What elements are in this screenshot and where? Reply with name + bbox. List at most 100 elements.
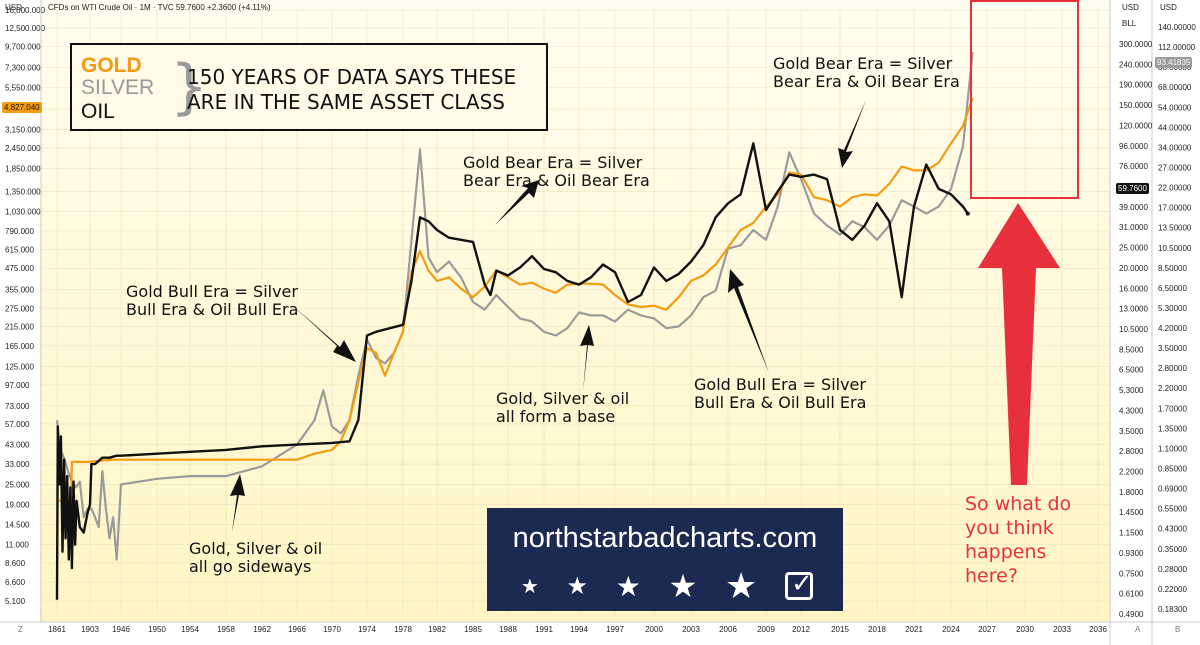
annotation-line: Gold, Silver & oil — [496, 389, 630, 408]
y-mid-tick-label: 8.5000 — [1119, 345, 1144, 354]
y-tick-label: 43.000 — [5, 441, 30, 450]
checkbox-icon: ✓ — [785, 569, 814, 600]
x-tick-label: 1966 — [288, 625, 306, 634]
y-right-tick-label: 27.00000 — [1158, 163, 1192, 172]
y-tick-label: 97.000 — [5, 381, 30, 390]
question-line: you think — [965, 517, 1054, 539]
x-tick-label: 1861 — [48, 625, 66, 634]
x-tick-label: 1970 — [323, 625, 341, 634]
corner-right: B — [1175, 625, 1181, 634]
y-right-tick-label: 3.50000 — [1158, 344, 1187, 353]
x-tick-label: 2030 — [1016, 625, 1034, 634]
y-right-tick-label: 8.50000 — [1158, 264, 1187, 273]
y-mid-tick-label: 2.2000 — [1119, 468, 1144, 477]
annotation-base: Gold, Silver & oil all form a base — [496, 390, 629, 426]
oil-label: OIL — [81, 100, 115, 123]
y-right-tick-label: 1.10000 — [1158, 444, 1187, 453]
y-tick-label: 215.000 — [5, 322, 34, 331]
x-tick-label: 1946 — [112, 625, 130, 634]
annotation-bull-era-1: Gold Bull Era = Silver Bull Era & Oil Bu… — [126, 283, 298, 319]
annotation-arrow-icon — [230, 474, 245, 532]
brace-icon: } — [170, 52, 209, 122]
mid-axis-unit: USD — [1122, 3, 1139, 12]
oil-last-price: 59.7600 — [1116, 183, 1149, 194]
y-right-tick-label: 0.28000 — [1158, 565, 1187, 574]
star-icon: ★ — [668, 568, 698, 604]
header-change: +2.3600 (+4.11%) — [207, 3, 271, 12]
headline: 150 YEARS OF DATA SAYS THESE ARE IN THE … — [187, 65, 516, 115]
annotation-line: Gold Bull Era = Silver — [126, 282, 298, 301]
annotation-arrow-icon — [580, 325, 594, 392]
y-right-tick-label: 2.20000 — [1158, 384, 1187, 393]
silver-last-price: 93.41835 — [1155, 57, 1193, 68]
annotation-line: Gold Bull Era = Silver — [694, 375, 866, 394]
y-tick-label: 57.000 — [5, 420, 30, 429]
star-icon: ★ — [566, 572, 589, 600]
y-tick-label: 355.000 — [5, 286, 34, 295]
y-right-tick-label: 44.00000 — [1158, 123, 1192, 132]
silver-label: SILVER — [81, 76, 155, 99]
x-tick-label: 1950 — [148, 625, 166, 634]
watermark-box: northstarbadcharts.com ★ ★ ★ ★ ★ ✓ — [487, 508, 843, 611]
y-right-tick-label: 6.50000 — [1158, 284, 1187, 293]
x-tick-label: 2018 — [868, 625, 886, 634]
x-tick-label: 1978 — [394, 625, 412, 634]
x-tick-label: 1954 — [181, 625, 199, 634]
y-right-tick-label: 0.18300 — [1158, 605, 1187, 614]
x-tick-label: 1991 — [535, 625, 553, 634]
y-tick-label: 8.600 — [5, 559, 26, 568]
y-tick-label: 275.000 — [5, 304, 34, 313]
annotation-bear-era-1: Gold Bear Era = Silver Bear Era & Oil Be… — [463, 154, 650, 190]
y-right-tick-label: 0.85000 — [1158, 465, 1187, 474]
y-right-tick-label: 140.00000 — [1158, 23, 1196, 32]
y-right-tick-label: 1.35000 — [1158, 424, 1187, 433]
watermark-url: northstarbadcharts.com — [512, 522, 818, 554]
y-tick-label: 1,850.000 — [5, 164, 41, 173]
y-tick-label: 5,550.000 — [5, 84, 41, 93]
question-annotation: So what do you think happens here? — [965, 492, 1071, 588]
red-arrow-icon — [978, 203, 1060, 485]
y-right-tick-label: 112.00000 — [1158, 43, 1196, 52]
x-tick-label: 2006 — [719, 625, 737, 634]
y-tick-label: 5.100 — [5, 597, 26, 606]
annotation-line: Gold, Silver & oil — [189, 539, 323, 558]
y-mid-tick-label: 5.3000 — [1119, 386, 1144, 395]
x-tick-label: 1997 — [606, 625, 624, 634]
y-mid-tick-label: 120.0000 — [1119, 121, 1153, 130]
x-tick-label: 2024 — [942, 625, 960, 634]
y-mid-tick-label: 300.0000 — [1119, 40, 1153, 49]
y-mid-tick-label: 10.5000 — [1119, 325, 1148, 334]
annotation-arrow-icon — [290, 303, 356, 362]
series-line-oil — [55, 142, 969, 600]
annotation-arrow-icon — [728, 269, 769, 373]
y-right-tick-label: 10.50000 — [1158, 244, 1192, 253]
y-right-tick-label: 68.00000 — [1158, 83, 1192, 92]
x-tick-label: 2015 — [831, 625, 849, 634]
corner-mid: A — [1135, 625, 1141, 634]
y-right-tick-label: 0.43000 — [1158, 525, 1187, 534]
annotation-line: Bear Era & Oil Bear Era — [773, 72, 960, 91]
header-price: 59.7600 — [175, 3, 205, 12]
y-right-tick-label: 0.55000 — [1158, 505, 1187, 514]
annotation-line: Bull Era & Oil Bull Era — [694, 393, 867, 412]
y-tick-label: 33.000 — [5, 460, 30, 469]
star-icon: ★ — [520, 575, 539, 598]
y-mid-tick-label: 0.9300 — [1119, 549, 1144, 558]
question-line: So what do — [965, 493, 1072, 515]
y-tick-label: 19.000 — [5, 501, 30, 510]
y-mid-tick-label: 1.4500 — [1119, 508, 1144, 517]
y-right-tick-label: 0.22000 — [1158, 585, 1187, 594]
y-mid-tick-label: 2.8000 — [1119, 447, 1144, 456]
y-tick-label: 165.000 — [5, 342, 34, 351]
star-icon: ★ — [615, 570, 641, 602]
series-line-gold — [57, 97, 974, 502]
symbol-header: CFDs on WTI Crude Oil · 1M · TVC 59.7600… — [48, 3, 271, 12]
y-mid-tick-label: 39.0000 — [1119, 203, 1148, 212]
y-mid-tick-label: 25.0000 — [1119, 244, 1148, 253]
annotation-line: Gold Bear Era = Silver — [773, 54, 953, 73]
y-mid-tick-label: 3.5000 — [1119, 427, 1144, 436]
y-tick-label: 1,350.000 — [5, 188, 41, 197]
x-tick-label: 1982 — [428, 625, 446, 634]
y-tick-label: 14.500 — [5, 520, 30, 529]
mid-axis-sub: BLL — [1122, 19, 1137, 28]
